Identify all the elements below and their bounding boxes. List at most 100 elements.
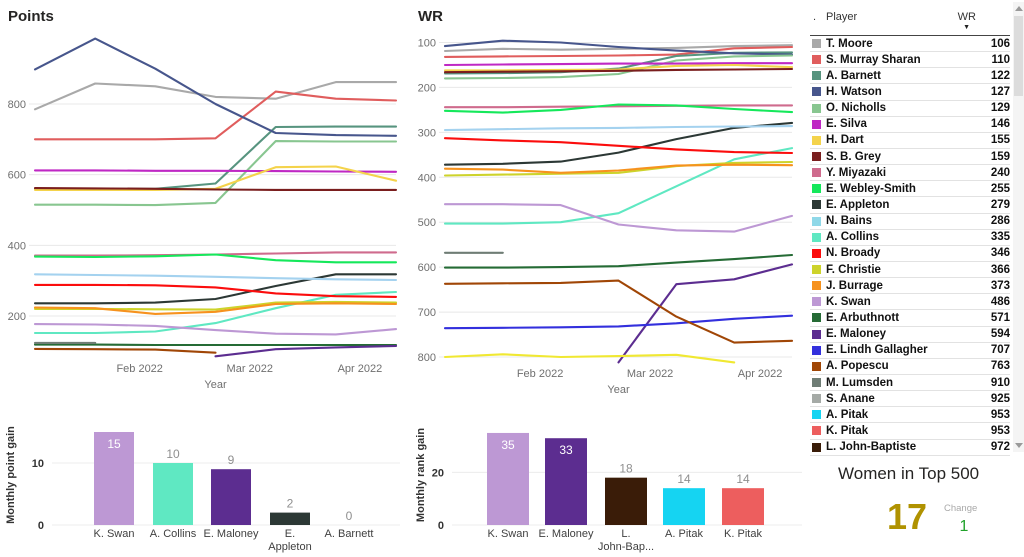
bar-K. Swan[interactable] xyxy=(487,432,529,525)
player-wr: 110 xyxy=(991,53,1010,66)
table-row[interactable]: H. Dart 155 xyxy=(810,133,1010,149)
line-series-E. Appleton[interactable] xyxy=(33,273,398,305)
player-name: N. Broady xyxy=(826,247,881,260)
player-name: A. Collins xyxy=(826,231,880,244)
table-row[interactable]: S. Anane 925 xyxy=(810,391,1010,408)
line-series-J. Burrage[interactable] xyxy=(443,163,794,174)
table-row[interactable]: N. Broady 346 xyxy=(810,246,1010,262)
line-series-A. Collins[interactable] xyxy=(443,147,794,225)
table-row[interactable]: A. Barnett 122 xyxy=(810,68,1010,85)
player-color-swatch xyxy=(812,329,821,339)
line-series-E. Appleton[interactable] xyxy=(443,121,794,166)
line-series-S. Murray Sharan[interactable] xyxy=(33,90,398,141)
line-series-K. Swan[interactable] xyxy=(443,203,794,233)
line-series-S. B. Grey[interactable] xyxy=(443,67,794,74)
bar-A. Pitak[interactable] xyxy=(663,488,705,525)
line-series-E. Maloney[interactable] xyxy=(617,263,794,364)
table-row[interactable]: K. Pitak 953 xyxy=(810,423,1010,440)
line-series-F. Christie[interactable] xyxy=(443,160,794,177)
line-series-A. Popescu[interactable] xyxy=(443,279,794,344)
y-tick-label: 200 xyxy=(418,82,436,94)
line-series-N. Broady[interactable] xyxy=(443,137,794,155)
table-row[interactable]: K. Swan 486 xyxy=(810,294,1010,311)
line-series-O. Nicholls[interactable] xyxy=(443,54,794,80)
bar-E. Appleton[interactable] xyxy=(270,512,310,525)
line-series-H. Dart[interactable] xyxy=(443,63,794,72)
line-series-Y. Miyazaki[interactable] xyxy=(443,104,794,109)
line-series-S. B. Grey[interactable] xyxy=(33,187,398,191)
sort-descending-icon[interactable]: ▼ xyxy=(963,24,970,31)
y-tick-label: 400 xyxy=(418,172,436,184)
bar-category-label: E. Maloney xyxy=(538,528,594,540)
table-row[interactable]: A. Pitak 953 xyxy=(810,407,1010,424)
player-color-swatch xyxy=(812,248,821,258)
scroll-up-icon[interactable] xyxy=(1015,6,1023,11)
line-series-N. Bains[interactable] xyxy=(33,273,398,282)
line-series-E. Silva[interactable] xyxy=(33,169,398,173)
table-row[interactable]: N. Bains 286 xyxy=(810,214,1010,230)
table-row[interactable]: Y. Miyazaki 240 xyxy=(810,165,1010,182)
x-axis-title: Year xyxy=(607,384,630,396)
table-row[interactable]: H. Watson 127 xyxy=(810,84,1010,101)
table-row[interactable]: J. Burrage 373 xyxy=(810,278,1010,295)
table-row[interactable]: E. Webley-Smith 255 xyxy=(810,181,1010,198)
line-series-N. Broady[interactable] xyxy=(33,283,398,298)
bar-E. Maloney[interactable] xyxy=(211,469,251,525)
player-color-swatch xyxy=(812,313,821,323)
bar-category-label: A. Pitak xyxy=(665,528,703,540)
player-color-swatch xyxy=(812,410,821,420)
line-series-E. Webley-Smith[interactable] xyxy=(33,253,398,264)
table-row[interactable]: E. Maloney 594 xyxy=(810,327,1010,343)
table-row[interactable]: E. Arbuthnott 571 xyxy=(810,310,1010,327)
line-series-E. Arbuthnott[interactable] xyxy=(443,253,794,269)
line-series-J. Burrage[interactable] xyxy=(33,302,398,315)
bar-A. Collins[interactable] xyxy=(153,463,193,525)
line-series-T. Moore[interactable] xyxy=(33,81,398,111)
line-series-H. Watson[interactable] xyxy=(33,37,398,137)
bar-L. John-Baptiste[interactable] xyxy=(605,477,647,525)
column-header-swatch[interactable]: . xyxy=(813,11,817,23)
bar-value-label: 0 xyxy=(346,509,353,523)
bar-K. Swan[interactable] xyxy=(94,432,134,525)
line-series-E. Maloney[interactable] xyxy=(214,344,398,358)
table-row[interactable]: T. Moore 106 xyxy=(810,36,1010,53)
line-series-O. Nicholls[interactable] xyxy=(33,140,398,207)
wr-line-chart: 100 200 300 400 500 600 700 800 Feb 2022 Mar 2022… xyxy=(418,38,794,396)
table-row[interactable]: O. Nicholls 129 xyxy=(810,101,1010,117)
player-wr: 953 xyxy=(990,424,1010,437)
column-header-player[interactable]: Player xyxy=(826,11,858,23)
scrollbar-thumb[interactable] xyxy=(1014,16,1023,96)
table-scrollbar[interactable] xyxy=(1013,2,1024,452)
table-row[interactable]: L. John-Baptiste 972 xyxy=(810,440,1010,456)
table-row[interactable]: M. Lumsden 910 xyxy=(810,375,1010,392)
bar-category-label: A. Barnett xyxy=(325,528,374,540)
table-row[interactable]: E. Lindh Gallagher 707 xyxy=(810,343,1010,359)
line-series-unlisted[interactable] xyxy=(443,353,736,364)
table-row[interactable]: A. Popescu 763 xyxy=(810,359,1010,375)
line-series-E. Silva[interactable] xyxy=(443,62,794,67)
line-series-N. Bains[interactable] xyxy=(443,125,794,132)
bar-E. Maloney[interactable] xyxy=(545,438,587,525)
table-row[interactable]: S. Murray Sharan 110 xyxy=(810,52,1010,69)
scroll-down-icon[interactable] xyxy=(1015,443,1023,448)
line-series-E. Lindh Gallagher[interactable] xyxy=(443,314,794,330)
table-row[interactable]: F. Christie 366 xyxy=(810,262,1010,279)
table-row[interactable]: E. Appleton 279 xyxy=(810,197,1010,214)
line-series-H. Watson[interactable] xyxy=(443,39,794,56)
table-row[interactable]: S. B. Grey 159 xyxy=(810,149,1010,166)
player-color-swatch xyxy=(812,442,821,452)
kpi-title: Women in Top 500 xyxy=(838,464,980,483)
line-series-E. Webley-Smith[interactable] xyxy=(443,103,794,114)
player-name: K. Swan xyxy=(826,295,871,308)
table-row[interactable]: E. Silva 146 xyxy=(810,117,1010,133)
player-name: E. Lindh Gallagher xyxy=(826,344,928,357)
bar-K. Pitak[interactable] xyxy=(722,488,764,525)
line-series-K. Swan[interactable] xyxy=(33,323,398,336)
line-series-A. Popescu[interactable] xyxy=(33,347,217,354)
line-series-S. Murray Sharan[interactable] xyxy=(443,45,794,58)
table-row[interactable]: A. Collins 335 xyxy=(810,230,1010,246)
line-series-A. Collins[interactable] xyxy=(33,290,398,335)
line-series-T. Moore[interactable] xyxy=(443,44,794,53)
x-axis-title: Year xyxy=(204,379,227,391)
column-header-wr[interactable]: WR xyxy=(957,11,976,23)
